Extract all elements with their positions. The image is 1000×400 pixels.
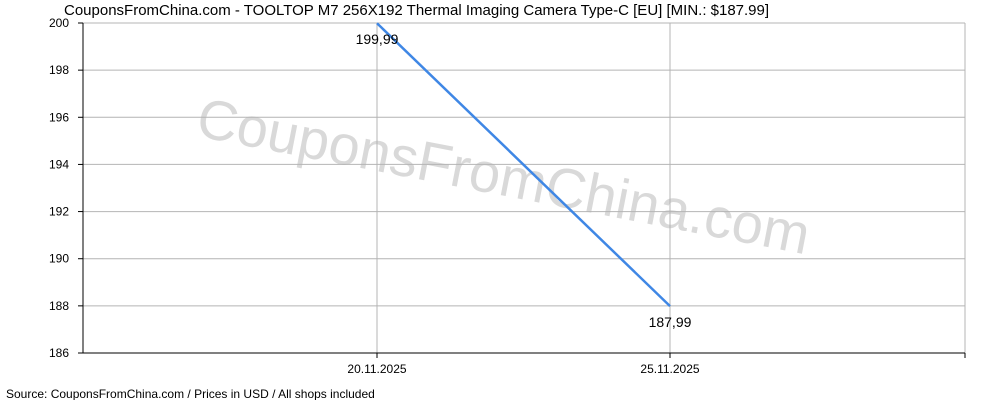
x-tick-label: 20.11.2025 xyxy=(347,362,406,376)
y-tick-label: 188 xyxy=(49,299,69,313)
y-tick-label: 196 xyxy=(49,110,69,124)
series-line xyxy=(376,22,671,307)
data-label: 199,99 xyxy=(356,31,399,47)
series-lines xyxy=(376,22,671,307)
y-tick-label: 198 xyxy=(49,63,69,77)
y-tick-label: 192 xyxy=(49,205,69,219)
x-tick-label: 25.11.2025 xyxy=(640,362,699,376)
y-tick-label: 190 xyxy=(49,252,69,266)
grid-lines xyxy=(83,23,965,353)
chart-title: CouponsFromChina.com - TOOLTOP M7 256X19… xyxy=(64,2,769,19)
x-tick-labels: 20.11.2025 25.11.2025 xyxy=(347,353,966,376)
axes xyxy=(82,22,966,354)
y-tick-labels: 186 188 190 192 194 196 198 200 xyxy=(49,16,83,360)
y-tick-label: 186 xyxy=(49,346,69,360)
watermark-text: CouponsFromChina.com xyxy=(192,86,815,267)
chart-footer: Source: CouponsFromChina.com / Prices in… xyxy=(6,387,375,400)
data-labels: 199,99 187,99 xyxy=(356,31,692,330)
y-tick-label: 200 xyxy=(49,16,69,30)
y-tick-label: 194 xyxy=(49,157,69,171)
data-label: 187,99 xyxy=(649,314,692,330)
